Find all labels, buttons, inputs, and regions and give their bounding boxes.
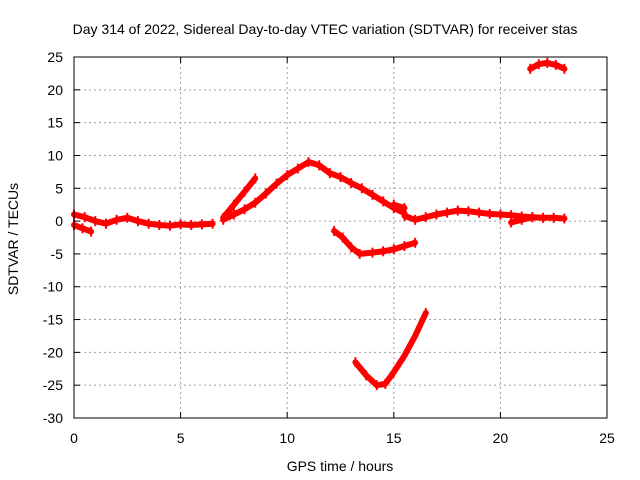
x-tick-label: 15	[386, 430, 402, 446]
y-tick-label: -10	[43, 279, 63, 295]
series-arc-1	[71, 209, 216, 231]
y-tick-label: -25	[43, 377, 63, 393]
y-tick-labels: 25 20 15 10 5 0 -5 -10 -15 -20 -25 -30	[43, 49, 63, 426]
series-line	[331, 227, 419, 257]
y-tick-label: 25	[47, 49, 63, 65]
axis-ticks	[73, 56, 608, 419]
series-line	[71, 211, 216, 229]
series-line	[390, 201, 408, 211]
series-line	[220, 175, 259, 221]
x-tick-label: 10	[279, 430, 295, 446]
grid-lines	[74, 57, 607, 418]
x-tick-label: 0	[70, 430, 78, 446]
plot-frame	[73, 56, 608, 419]
series-line	[508, 214, 568, 226]
y-tick-label: 0	[55, 213, 63, 229]
y-tick-label: 5	[55, 180, 63, 196]
series-line	[352, 310, 429, 389]
chart-title: Day 314 of 2022, Sidereal Day-to-day VTE…	[73, 21, 578, 37]
series-arc-4	[220, 157, 408, 225]
y-tick-label: -5	[51, 246, 64, 262]
y-tick-label: 20	[47, 82, 63, 98]
x-axis-title: GPS time / hours	[287, 458, 394, 474]
x-tick-labels: 0 5 10 15 20 25	[70, 430, 615, 446]
data-series-group	[71, 57, 568, 391]
series-arc-2	[71, 220, 95, 237]
y-tick-label: -20	[43, 344, 63, 360]
y-tick-label: 10	[47, 147, 63, 163]
x-tick-label: 5	[177, 430, 185, 446]
y-tick-label: -15	[43, 312, 63, 328]
series-line	[220, 159, 408, 223]
series-arc-10	[527, 57, 568, 74]
x-tick-label: 20	[493, 430, 509, 446]
series-arc-9	[352, 307, 429, 391]
series-arc-8	[331, 225, 419, 259]
y-tick-label: 15	[47, 115, 63, 131]
series-arc-3	[220, 173, 259, 223]
y-axis-title: SDTVAR / TECUs	[5, 183, 21, 295]
y-tick-label: -30	[43, 410, 63, 426]
series-arc-7	[508, 212, 568, 228]
x-tick-label: 25	[599, 430, 615, 446]
